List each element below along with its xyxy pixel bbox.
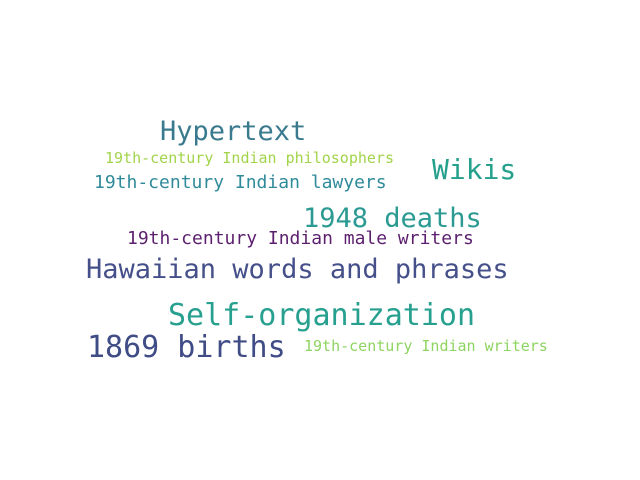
word-19th-century-indian-lawyers: 19th-century Indian lawyers bbox=[94, 172, 387, 193]
word-hypertext: Hypertext bbox=[160, 116, 307, 147]
word-1948-deaths: 1948 deaths bbox=[303, 203, 482, 234]
word-19th-century-indian-writers: 19th-century Indian writers bbox=[304, 337, 548, 355]
word-19th-century-indian-male-writers: 19th-century Indian male writers bbox=[127, 228, 474, 249]
word-1869-births: 1869 births bbox=[87, 330, 286, 365]
word-hawaiian-words-and-phrases: Hawaiian words and phrases bbox=[86, 254, 509, 285]
word-wikis: Wikis bbox=[432, 153, 517, 186]
word-19th-century-indian-philosophers: 19th-century Indian philosophers bbox=[105, 149, 394, 167]
word-self-organization: Self-organization bbox=[168, 298, 476, 333]
